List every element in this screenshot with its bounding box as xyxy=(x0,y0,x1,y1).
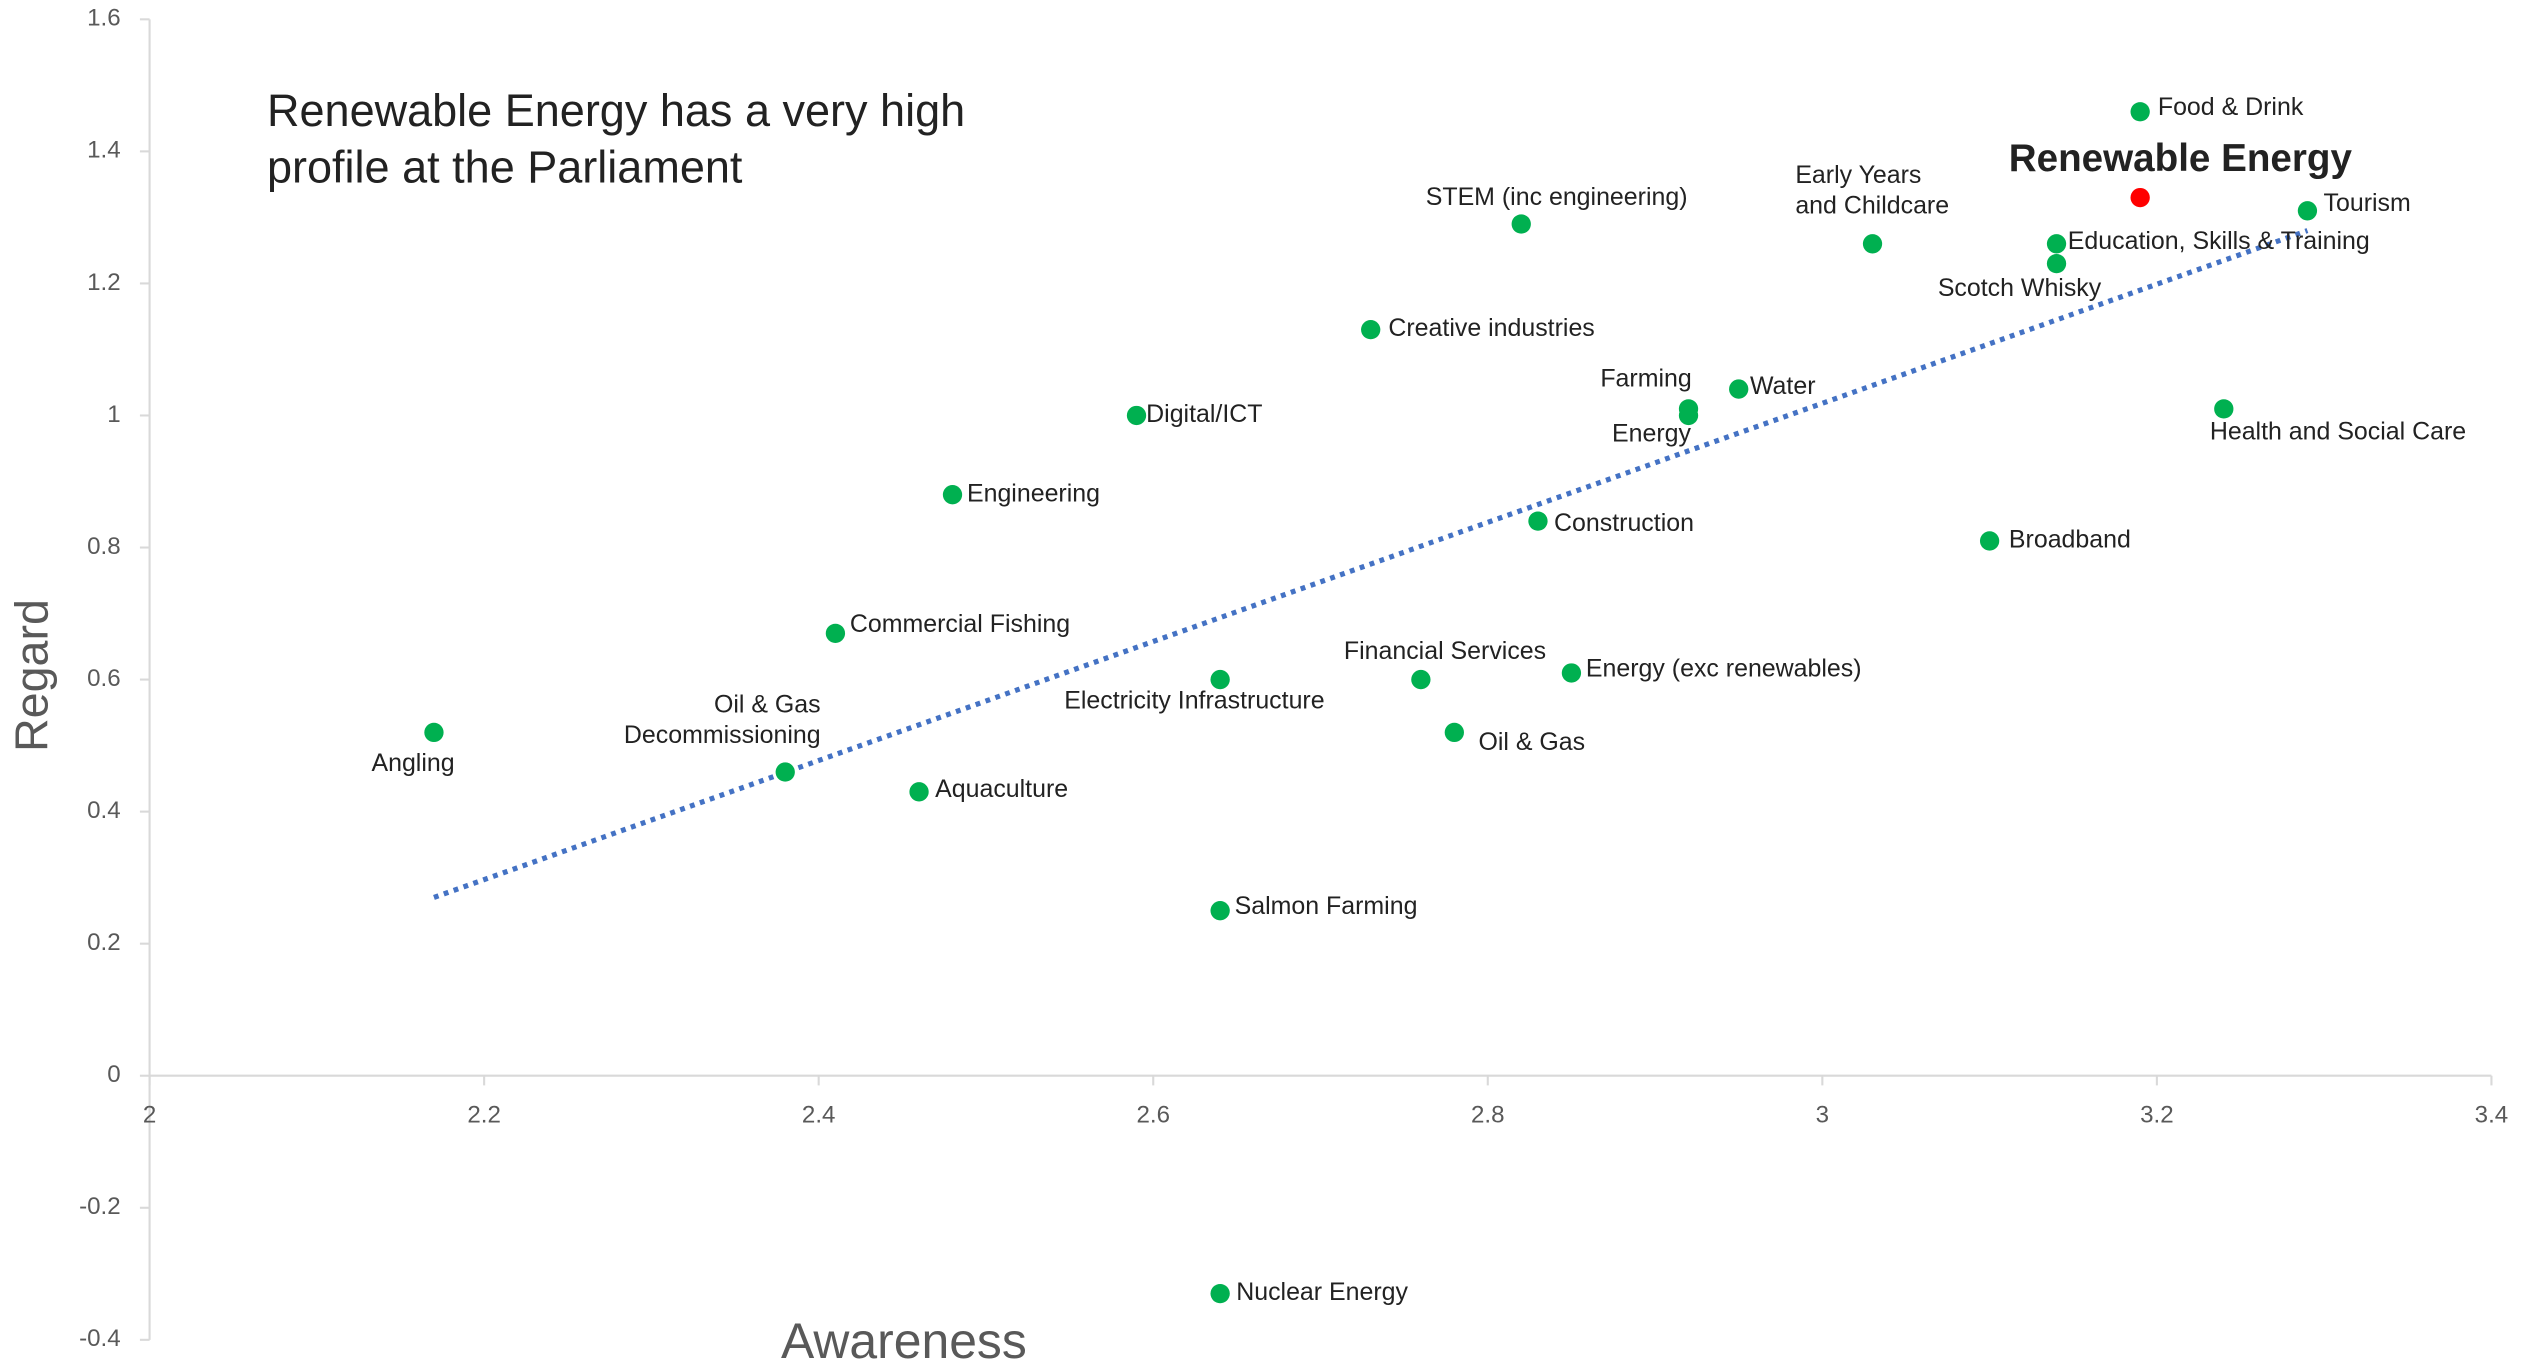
x-tick-label: 3.2 xyxy=(2140,1101,2174,1128)
annotation-line: profile at the Parliament xyxy=(267,141,743,192)
trendline xyxy=(433,228,2309,900)
point xyxy=(424,722,444,743)
x-tick-label: 2 xyxy=(143,1101,156,1128)
point-label: Decommissioning xyxy=(624,721,821,749)
y-axis-title: Regard xyxy=(6,599,58,752)
point-label: Food & Drink xyxy=(2158,93,2304,121)
point xyxy=(1678,405,1699,426)
point xyxy=(1528,511,1548,531)
y-tick-label: 0.6 xyxy=(87,665,121,692)
point-label: Salmon Farming xyxy=(1235,892,1418,920)
point xyxy=(1210,669,1230,690)
point xyxy=(1511,214,1531,234)
point-label: and Childcare xyxy=(1795,191,1949,219)
point-label: Oil & Gas xyxy=(1478,728,1585,756)
x-axis-title: Awareness xyxy=(781,1313,1027,1368)
point-label: Engineering xyxy=(967,479,1100,507)
point-label: Oil & Gas xyxy=(714,691,821,719)
y-tick-label: -0.4 xyxy=(79,1325,121,1352)
point xyxy=(1411,669,1431,690)
x-tick-label: 3.4 xyxy=(2475,1101,2509,1128)
annotation-line: Renewable Energy has a very high xyxy=(267,85,965,136)
y-tick-label: -0.2 xyxy=(79,1193,121,1220)
point-label: Education, Skills & Training xyxy=(2068,227,2370,255)
x-tick-label: 2.6 xyxy=(1136,1101,1170,1128)
point xyxy=(1561,663,1582,683)
point xyxy=(909,782,929,802)
point-label: Commercial Fishing xyxy=(850,610,1070,638)
point-label: Electricity Infrastructure xyxy=(1064,687,1324,715)
point-label: Water xyxy=(1750,372,1816,400)
y-tick-label: 0.4 xyxy=(87,797,121,824)
point-label: STEM (inc engineering) xyxy=(1426,183,1688,211)
y-tick-label: 1 xyxy=(107,401,120,428)
point-label: Early Years xyxy=(1795,161,1921,189)
point-label: Broadband xyxy=(2009,526,2131,554)
point xyxy=(1729,379,1749,399)
y-tick-label: 0.8 xyxy=(87,533,121,560)
point xyxy=(2130,102,2150,122)
point xyxy=(1361,319,1381,340)
point-label: Scotch Whisky xyxy=(1938,274,2102,302)
point xyxy=(2046,234,2067,254)
point-label: Health and Social Care xyxy=(2210,418,2466,446)
x-tick-label: 2.8 xyxy=(1471,1101,1505,1128)
x-tick-label: 2.2 xyxy=(467,1101,501,1128)
point xyxy=(775,762,795,782)
point-label: Angling xyxy=(371,749,454,777)
point xyxy=(1979,531,2000,551)
point xyxy=(825,623,846,644)
y-tick-label: 1.6 xyxy=(87,5,121,32)
point-label: Nuclear Energy xyxy=(1236,1278,1408,1306)
point-label: Farming xyxy=(1600,364,1691,392)
y-tick-label: 0.2 xyxy=(87,929,121,956)
y-tick-label: 1.2 xyxy=(87,269,121,296)
point xyxy=(2130,187,2150,208)
point-label: Construction xyxy=(1554,509,1694,537)
point xyxy=(1210,901,1230,921)
x-tick-label: 3 xyxy=(1816,1101,1829,1128)
point-label: Energy xyxy=(1612,419,1692,447)
point xyxy=(1862,234,1883,254)
y-tick-label: 1.4 xyxy=(87,137,121,164)
point xyxy=(1210,1283,1230,1304)
point xyxy=(942,485,963,505)
point-label: Financial Services xyxy=(1344,637,1546,665)
point-label: Digital/ICT xyxy=(1146,400,1262,428)
point xyxy=(1444,722,1464,743)
point-label: Tourism xyxy=(2324,189,2411,217)
point xyxy=(2046,253,2067,274)
point-label: Energy (exc renewables) xyxy=(1586,654,1862,682)
y-tick-label: 0 xyxy=(107,1061,120,1088)
point xyxy=(2297,201,2318,221)
point-label: Aquaculture xyxy=(935,775,1068,803)
point xyxy=(2214,399,2234,419)
x-tick-label: 2.4 xyxy=(802,1101,836,1128)
point-label: Creative industries xyxy=(1388,314,1594,342)
point-label: Renewable Energy xyxy=(2009,137,2353,180)
point xyxy=(1126,405,1147,426)
